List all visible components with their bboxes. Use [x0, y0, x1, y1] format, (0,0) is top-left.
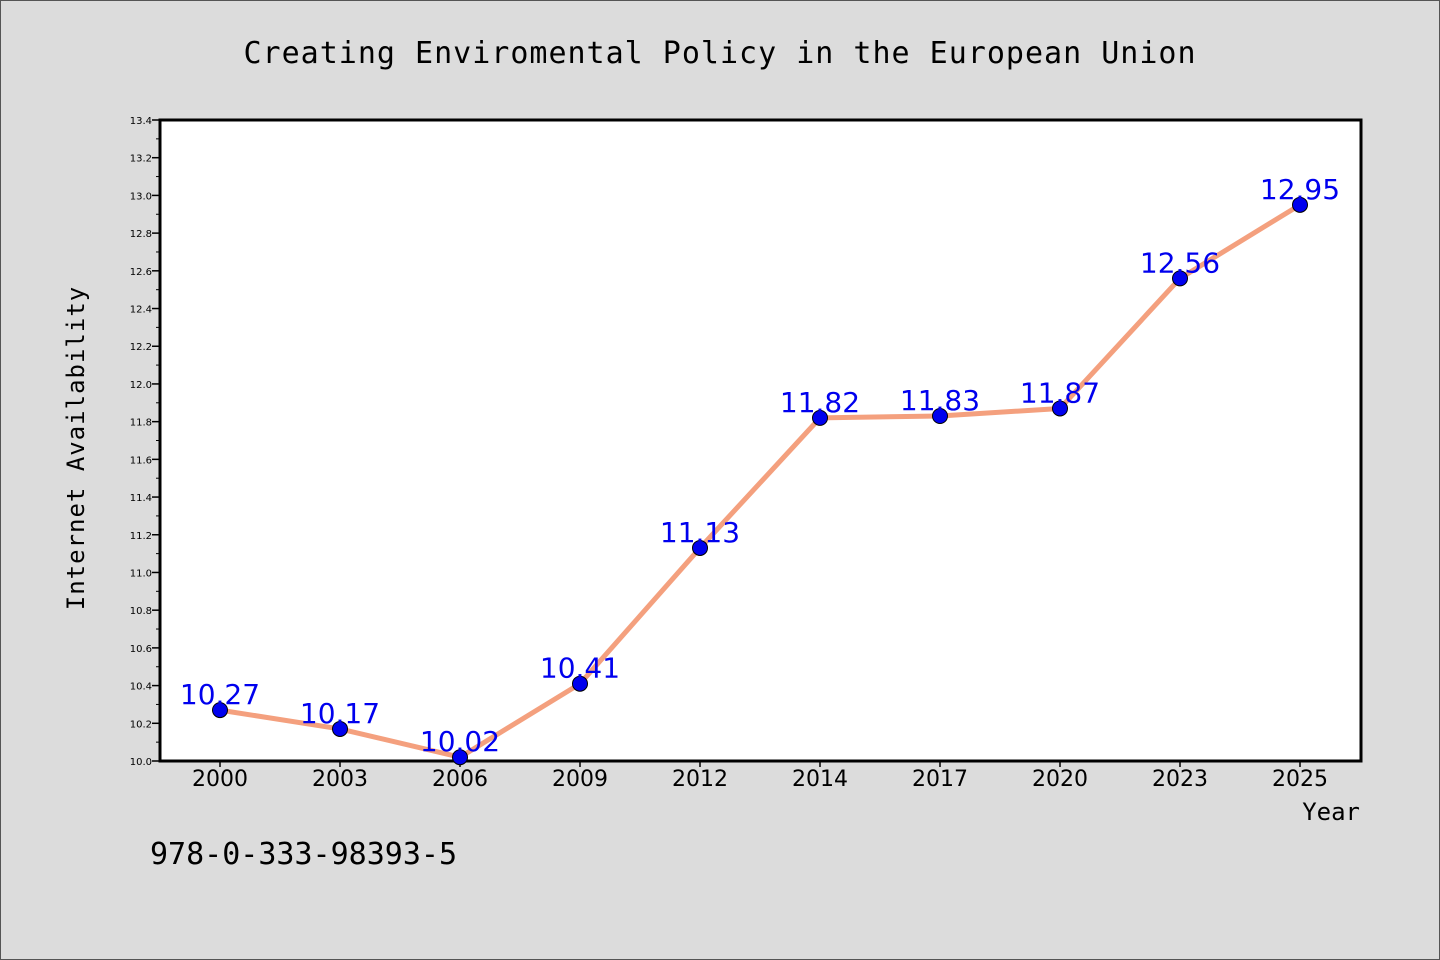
chart-title: Creating Enviromental Policy in the Euro… [243, 36, 1196, 71]
x-tick-label: 2014 [792, 767, 848, 792]
x-axis: 2000 2003 2006 2009 2012 2014 2017 2020 2023 2025 [192, 761, 1328, 792]
y-tick-label: 10.6 [130, 644, 152, 655]
y-tick-label: 10.0 [130, 757, 152, 768]
y-axis-label: Internet Availability [62, 286, 90, 610]
y-tick-label: 12.6 [130, 267, 152, 278]
data-label: 12.56 [1140, 246, 1220, 279]
data-point [692, 539, 708, 556]
y-tick-label: 10.8 [130, 606, 152, 617]
series-points-group [212, 196, 1308, 766]
y-axis: 10.0 10.2 10.4 10.6 10.8 11.0 11.2 11.4 11.6 11.8… [130, 116, 160, 768]
data-labels-group: 10.27 10.17 10.02 10.41 11.13 11.82 11.83 11.87… [180, 173, 1340, 758]
data-label: 11.87 [1020, 376, 1100, 409]
y-tick-label: 13.0 [130, 191, 152, 202]
data-label: 10.17 [300, 697, 380, 730]
data-point [1052, 400, 1068, 417]
y-tick-label: 11.0 [130, 568, 152, 579]
y-tick-label: 12.8 [130, 229, 152, 240]
y-tick-label: 11.2 [130, 531, 152, 542]
data-label: 10.02 [420, 725, 500, 758]
data-point [1172, 270, 1188, 287]
y-tick-label: 12.4 [130, 305, 152, 316]
x-tick-label: 2017 [912, 767, 968, 792]
data-label: 10.27 [180, 678, 260, 711]
data-point [572, 675, 588, 692]
data-point [332, 720, 348, 737]
series-line-group [219, 202, 1302, 760]
x-tick-label: 2020 [1032, 767, 1088, 792]
data-point [452, 749, 468, 766]
y-tick-label: 12.0 [130, 380, 152, 391]
data-point [812, 409, 828, 426]
y-tick-label: 13.4 [130, 116, 152, 127]
y-tick-label: 10.4 [130, 682, 152, 693]
y-tick-label: 11.8 [130, 418, 152, 429]
x-tick-label: 2000 [192, 767, 248, 792]
plot-area [158, 118, 1363, 763]
isbn-text: 978-0-333-98393-5 [150, 837, 457, 872]
data-point [212, 702, 228, 719]
y-tick-label: 10.2 [130, 719, 152, 730]
data-point [932, 407, 948, 424]
data-point [1292, 196, 1308, 213]
x-tick-label: 2003 [312, 767, 368, 792]
x-tick-label: 2009 [552, 767, 608, 792]
data-label: 10.41 [540, 652, 620, 685]
data-label: 12.95 [1260, 173, 1340, 206]
x-tick-label: 2012 [672, 767, 728, 792]
y-tick-label: 11.4 [130, 493, 152, 504]
y-tick-label: 12.2 [130, 342, 152, 353]
x-tick-label: 2025 [1272, 767, 1328, 792]
data-label: 11.83 [900, 384, 980, 417]
x-axis-label: Year [1302, 798, 1360, 826]
y-tick-label: 11.6 [130, 455, 152, 466]
x-tick-label: 2023 [1152, 767, 1208, 792]
data-label: 11.13 [660, 516, 740, 549]
y-tick-label: 13.2 [130, 154, 152, 165]
data-label: 11.82 [780, 386, 860, 419]
x-tick-label: 2006 [432, 767, 488, 792]
series-line [219, 202, 1302, 760]
